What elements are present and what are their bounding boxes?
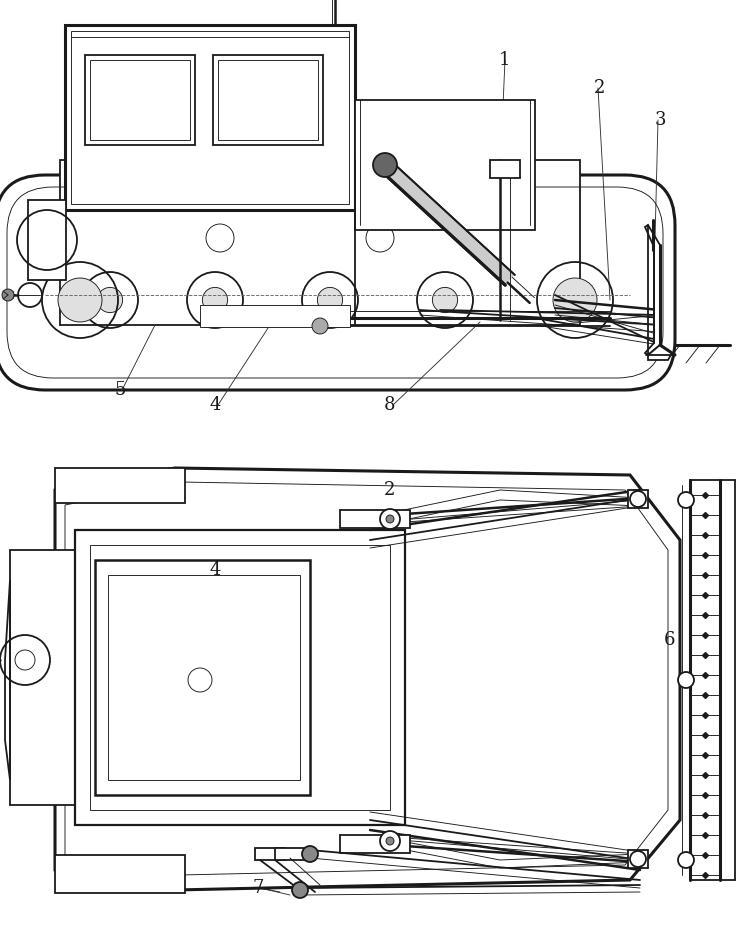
- Bar: [340, 835, 410, 853]
- Text: 8: 8: [384, 396, 396, 414]
- Text: 4: 4: [209, 396, 221, 414]
- Bar: [60, 160, 580, 325]
- Circle shape: [97, 288, 123, 312]
- Text: 5: 5: [114, 381, 126, 399]
- Bar: [628, 490, 648, 508]
- Circle shape: [678, 852, 694, 868]
- Circle shape: [15, 650, 35, 670]
- Bar: [55, 468, 185, 503]
- Circle shape: [386, 837, 394, 845]
- Circle shape: [373, 153, 397, 177]
- Circle shape: [58, 278, 102, 322]
- Bar: [95, 560, 310, 795]
- Polygon shape: [55, 468, 680, 890]
- Bar: [355, 100, 535, 230]
- Bar: [690, 480, 720, 880]
- FancyBboxPatch shape: [0, 175, 675, 390]
- Circle shape: [203, 288, 227, 312]
- Polygon shape: [645, 225, 660, 355]
- Bar: [108, 575, 300, 780]
- Circle shape: [630, 491, 646, 507]
- Circle shape: [380, 831, 400, 851]
- Circle shape: [630, 851, 646, 867]
- Text: 6: 6: [664, 631, 675, 649]
- Bar: [340, 510, 410, 528]
- Circle shape: [678, 672, 694, 688]
- Text: 3: 3: [654, 111, 666, 129]
- Bar: [10, 550, 90, 805]
- Polygon shape: [648, 345, 672, 360]
- Bar: [200, 305, 350, 327]
- Bar: [90, 60, 190, 140]
- Bar: [55, 855, 185, 893]
- Polygon shape: [380, 160, 515, 286]
- Text: 4: 4: [209, 561, 221, 579]
- Bar: [275, 848, 305, 860]
- Text: 7: 7: [252, 879, 264, 897]
- Circle shape: [553, 278, 597, 322]
- Bar: [628, 850, 648, 868]
- Bar: [28, 200, 66, 280]
- Text: 2: 2: [384, 481, 396, 499]
- Bar: [213, 55, 323, 145]
- Circle shape: [432, 288, 458, 312]
- Bar: [90, 545, 390, 810]
- Bar: [71, 31, 349, 204]
- Text: 2: 2: [595, 79, 606, 97]
- Circle shape: [386, 515, 394, 523]
- Circle shape: [380, 509, 400, 529]
- Circle shape: [317, 288, 343, 312]
- Circle shape: [292, 882, 308, 898]
- Bar: [218, 60, 318, 140]
- Bar: [75, 530, 405, 825]
- Bar: [85, 55, 195, 145]
- Bar: [65, 25, 355, 210]
- Circle shape: [678, 492, 694, 508]
- Text: 1: 1: [499, 51, 511, 69]
- Circle shape: [312, 318, 328, 334]
- Circle shape: [2, 289, 14, 301]
- Bar: [490, 160, 520, 178]
- Bar: [255, 848, 285, 860]
- Circle shape: [302, 846, 318, 862]
